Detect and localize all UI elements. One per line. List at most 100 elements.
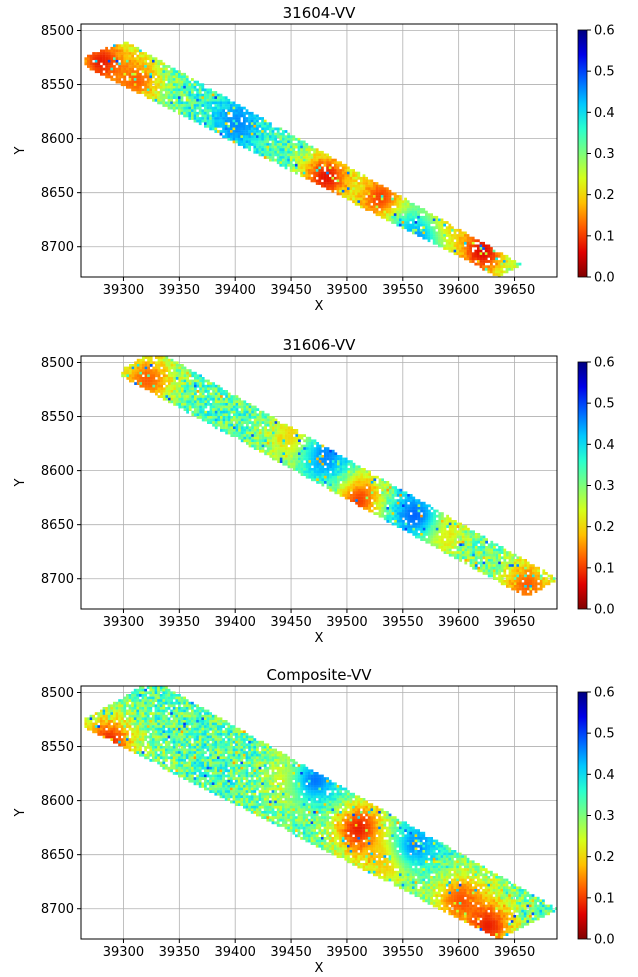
- scatter-point: [446, 551, 449, 554]
- scatter-point: [362, 184, 366, 188]
- scatter-point: [224, 722, 228, 726]
- scatter-point: [266, 127, 270, 131]
- scatter-point: [315, 174, 319, 178]
- scatter-point: [102, 707, 106, 710]
- scatter-point: [144, 714, 147, 718]
- scatter-point: [441, 520, 444, 523]
- scatter-point: [152, 351, 155, 354]
- scatter-point: [432, 228, 436, 232]
- scatter-point: [149, 384, 153, 388]
- scatter-point: [157, 720, 160, 723]
- scatter-point: [131, 70, 134, 74]
- scatter-point: [378, 197, 381, 201]
- scatter-point: [136, 369, 140, 372]
- scatter-point: [131, 379, 135, 383]
- scatter-point: [438, 221, 441, 224]
- scatter-point: [305, 444, 309, 448]
- scatter-point: [415, 514, 418, 518]
- scatter-point: [152, 701, 155, 705]
- scatter-point: [461, 244, 465, 248]
- scatter-point: [269, 130, 272, 133]
- scatter-point: [178, 96, 181, 100]
- scatter-point: [133, 46, 137, 50]
- scatter-point: [495, 265, 498, 269]
- scatter-point: [272, 436, 275, 440]
- scatter-point: [178, 88, 181, 92]
- scatter-point: [240, 122, 244, 126]
- scatter-point: [381, 507, 384, 510]
- scatter-point: [209, 109, 212, 113]
- scatter-point: [472, 564, 475, 567]
- scatter-point: [300, 161, 303, 165]
- scatter-point: [115, 59, 119, 63]
- scatter-point: [428, 512, 431, 515]
- colorbar-tick-label: 0.4: [594, 106, 615, 121]
- scatter-point: [350, 494, 353, 497]
- scatter-point: [227, 416, 231, 419]
- scatter-point: [326, 158, 329, 162]
- scatter-point: [412, 504, 416, 508]
- scatter-point: [365, 202, 368, 206]
- scatter-point: [139, 358, 143, 362]
- scatter-point: [175, 364, 179, 367]
- scatter-point: [256, 447, 260, 450]
- scatter-point: [386, 488, 390, 492]
- scatter-point: [188, 701, 192, 705]
- scatter-point: [168, 374, 171, 378]
- scatter-point: [326, 163, 329, 167]
- scatter-point: [365, 496, 369, 500]
- scatter-point: [456, 540, 460, 544]
- scatter-point: [107, 722, 111, 726]
- scatter-point: [295, 143, 298, 146]
- scatter-point: [435, 239, 439, 243]
- scatter-point: [316, 468, 319, 471]
- scatter-point: [334, 169, 337, 172]
- scatter-point: [253, 418, 257, 422]
- scatter-point: [238, 413, 241, 417]
- scatter-point: [295, 137, 298, 141]
- scatter-point: [238, 436, 241, 440]
- scatter-point: [240, 106, 244, 110]
- scatter-point: [378, 501, 382, 505]
- scatter-point: [128, 707, 132, 710]
- scatter-point: [472, 553, 475, 557]
- scatter-point: [484, 265, 488, 269]
- scatter-point: [230, 109, 233, 113]
- scatter-point: [498, 559, 501, 562]
- scatter-point: [256, 119, 259, 123]
- scatter-point: [472, 535, 475, 539]
- scatter-point: [399, 520, 403, 523]
- scatter-point: [120, 699, 124, 702]
- scatter-point: [399, 205, 402, 209]
- scatter-point: [448, 247, 452, 250]
- scatter-point: [248, 132, 251, 136]
- scatter-point: [162, 714, 166, 718]
- scatter-point: [180, 696, 184, 700]
- scatter-point: [466, 254, 470, 258]
- scatter-point: [256, 122, 259, 126]
- scatter-point: [131, 83, 134, 87]
- scatter-point: [287, 455, 291, 458]
- scatter-point: [495, 260, 498, 263]
- scatter-point: [443, 546, 447, 549]
- scatter-point: [347, 473, 351, 476]
- scatter-point: [204, 122, 207, 126]
- scatter-point: [503, 574, 507, 578]
- scatter-point: [420, 501, 423, 505]
- scatter-point: [414, 208, 418, 211]
- scatter-point: [305, 442, 309, 445]
- scatter-point: [144, 379, 148, 383]
- scatter-point: [360, 504, 364, 508]
- scatter-point: [383, 213, 387, 217]
- scatter-point: [185, 720, 189, 723]
- scatter-point: [237, 122, 241, 126]
- scatter-point: [485, 551, 488, 554]
- scatter-point: [464, 236, 467, 240]
- scatter-point: [269, 434, 273, 437]
- scatter-point: [451, 543, 455, 547]
- scatter-point: [206, 104, 210, 107]
- scatter-point: [363, 483, 366, 487]
- scatter-point: [230, 122, 233, 126]
- scatter-point: [269, 150, 272, 154]
- scatter-point: [487, 561, 491, 565]
